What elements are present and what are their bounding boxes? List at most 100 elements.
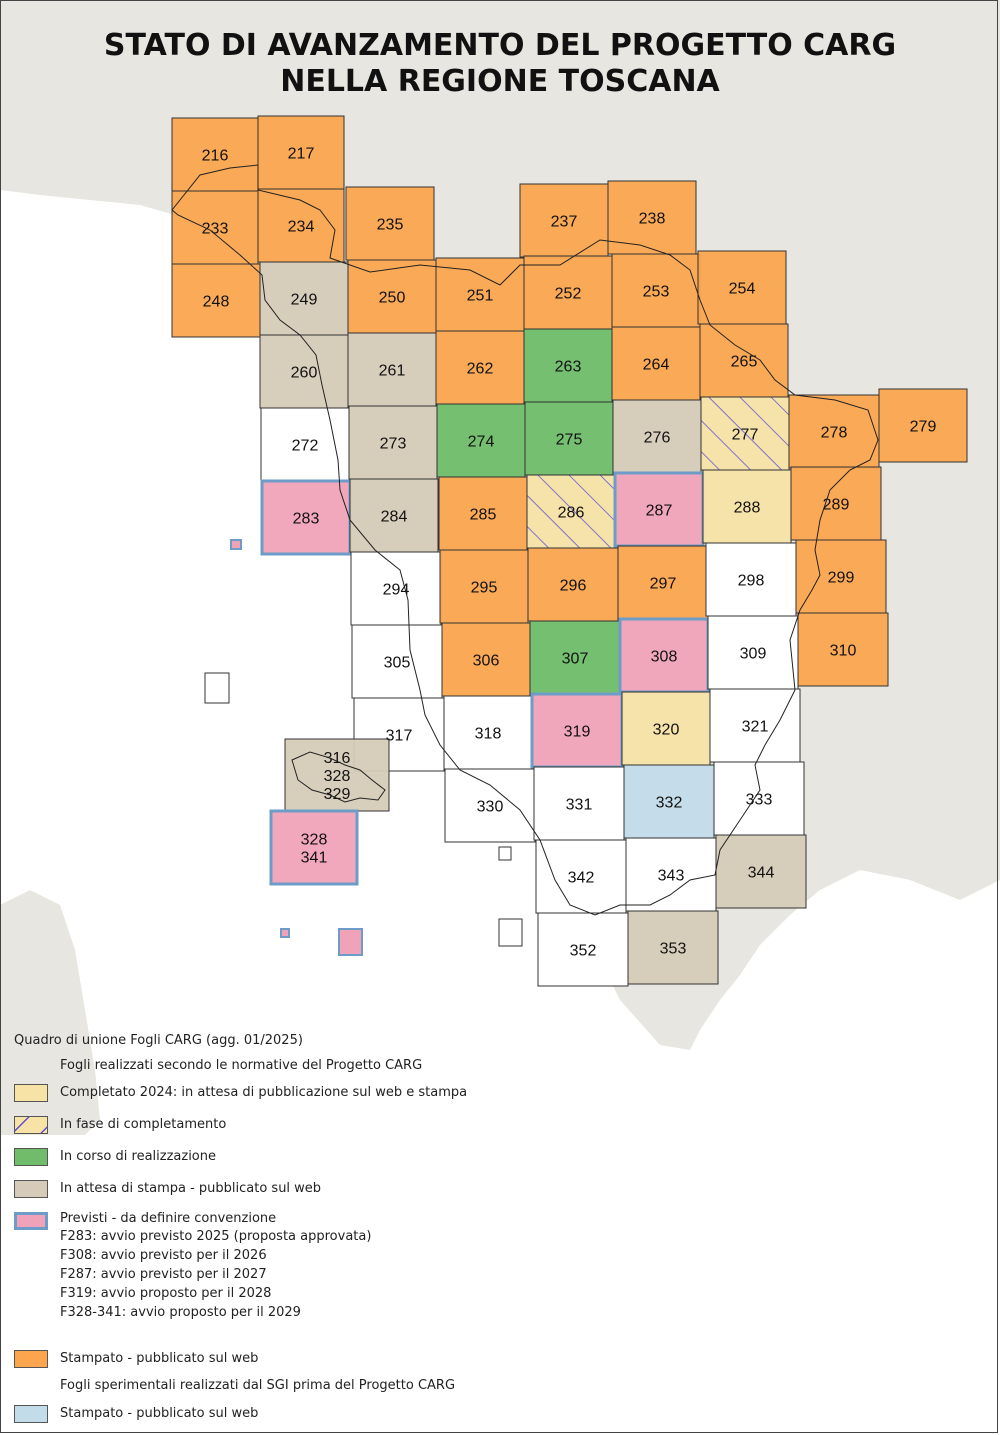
sheet-353 [627, 910, 719, 985]
sheet-label-297: 297 [650, 576, 677, 593]
sheet-label-263: 263 [555, 359, 582, 376]
sheet-label-233: 233 [202, 221, 229, 238]
sheet-label-275: 275 [556, 432, 583, 449]
sheet-label-216: 216 [202, 148, 229, 165]
sheet-label-284: 284 [381, 509, 408, 526]
sheet-label-352: 352 [570, 943, 597, 960]
sheet-label-321: 321 [742, 719, 769, 736]
sheet-262 [435, 330, 525, 405]
sheet-label-320: 320 [653, 722, 680, 739]
sheet-label-343: 343 [658, 868, 685, 885]
sheet-238 [607, 180, 697, 255]
legend-note-f328-341: F328-341: avvio proposto per il 2029 [60, 1305, 301, 1320]
sheet-label-265: 265 [731, 354, 758, 371]
sheet-label-331: 331 [566, 797, 593, 814]
sheet-label-250: 250 [379, 290, 406, 307]
sheet-label-285: 285 [470, 507, 497, 524]
sheet-275 [524, 401, 614, 476]
sheet-label-273: 273 [380, 436, 407, 453]
sheet-label-262: 262 [467, 361, 494, 378]
legend-label-stampato: Stampato - pubblicato sul web [60, 1351, 259, 1366]
sheet-237 [519, 183, 609, 258]
sheet-label-318: 318 [475, 726, 502, 743]
legend-note-f283: F283: avvio previsto 2025 (proposta appr… [60, 1229, 372, 1244]
sheet-234 [257, 188, 345, 263]
sheet-label-289: 289 [823, 497, 850, 514]
sheet-285 [438, 476, 528, 551]
sheet-label-272: 272 [292, 438, 319, 455]
sheet-344 [715, 834, 807, 909]
sheet-label-252: 252 [555, 286, 582, 303]
sheet-310 [797, 612, 889, 687]
sheet-235 [345, 186, 435, 261]
sheet-label-261: 261 [379, 363, 406, 380]
map-title-line-1: STATO DI AVANZAMENTO DEL PROGETTO CARG [103, 28, 897, 63]
pianosa-inset [280, 928, 290, 938]
sheet-label-308: 308 [651, 649, 678, 666]
sheet-label-310: 310 [830, 643, 857, 660]
sheet-label-274: 274 [468, 434, 495, 451]
sheet-label-217: 217 [288, 146, 315, 163]
sheet-274 [436, 403, 526, 478]
sheet-342 [535, 839, 627, 914]
legend-label-sperimentale: Stampato - pubblicato sul web [60, 1406, 259, 1421]
coastline [171, 164, 879, 916]
legend-swatch-fase [14, 1116, 48, 1134]
sheet-284 [349, 478, 439, 553]
legend-header-carg: Fogli realizzati secondo le normative de… [60, 1058, 423, 1073]
sheet-217 [257, 115, 345, 190]
sheet-277 [700, 396, 790, 471]
legend-note-f319: F319: avvio proposto per il 2028 [60, 1286, 272, 1301]
sheet-265 [699, 323, 789, 398]
sheet-label-332: 332 [656, 795, 683, 812]
sheet-label-305: 305 [384, 655, 411, 672]
sheet-label-248: 248 [203, 294, 230, 311]
sheet-298 [705, 542, 797, 617]
sheet-label-235: 235 [377, 217, 404, 234]
sheet-283 [260, 479, 352, 556]
sheet-label-264: 264 [643, 357, 670, 374]
sheet-263 [523, 328, 613, 403]
sheet-306 [441, 622, 531, 697]
sheet-331 [533, 766, 625, 841]
sheet-label-286: 286 [558, 505, 585, 522]
sheet-label-328-341: 328 341 [301, 832, 328, 867]
sheet-320 [621, 691, 711, 766]
legend-note-f308: F308: avvio previsto per il 2026 [60, 1248, 267, 1263]
sheet-251 [435, 257, 525, 332]
sheet-318 [443, 695, 533, 770]
legend-header-sgi: Fogli sperimentali realizzati dal SGI pr… [60, 1378, 456, 1393]
sheet-label-276: 276 [644, 430, 671, 447]
sheet-label-279: 279 [910, 419, 937, 436]
capraia-inset [230, 539, 242, 550]
sheet-label-278: 278 [821, 425, 848, 442]
giglio-inset [498, 918, 523, 947]
legend-swatch-previsti [14, 1212, 48, 1230]
sheet-308 [618, 617, 710, 694]
sheet-label-288: 288 [734, 500, 761, 517]
sheet-288 [702, 469, 792, 544]
sheet-label-342: 342 [568, 870, 595, 887]
legend-title: Quadro di unione Fogli CARG (agg. 01/202… [14, 1033, 303, 1048]
sheet-label-344: 344 [748, 865, 775, 882]
sheet-305 [351, 624, 443, 699]
sheet-label-296: 296 [560, 578, 587, 595]
legend-swatch-stampato [14, 1350, 48, 1368]
sheet-287 [613, 471, 705, 548]
sheet-321 [709, 688, 801, 763]
sheet-343 [625, 837, 717, 912]
sheet-272 [260, 407, 350, 482]
legend-label-fase: In fase di completamento [60, 1117, 227, 1132]
sheet-label-353: 353 [660, 941, 687, 958]
legend-label-completato: Completato 2024: in attesa di pubblicazi… [60, 1085, 468, 1100]
gorgona-inset [204, 672, 230, 704]
legend-label-previsti: Previsti - da definire convenzione [60, 1211, 277, 1226]
corsica-island [0, 890, 100, 1135]
sheet-label-253: 253 [643, 284, 670, 301]
sheet-250 [347, 259, 437, 334]
sheet-330 [444, 768, 536, 843]
sheet-label-295: 295 [471, 580, 498, 597]
sheet-label-309: 309 [740, 646, 767, 663]
